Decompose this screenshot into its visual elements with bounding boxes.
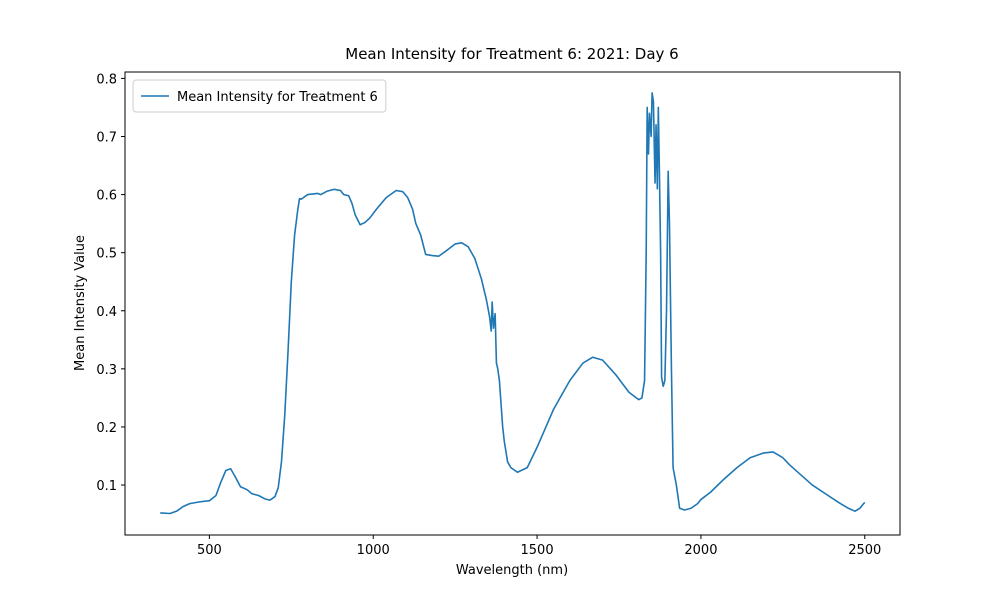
x-tick-label: 2500	[848, 543, 881, 558]
x-axis-label: Wavelength (nm)	[456, 563, 568, 578]
y-axis-label: Mean Intensity Value	[73, 235, 88, 371]
x-tick-label: 1500	[521, 543, 554, 558]
y-tick-label: 0.6	[96, 189, 117, 204]
legend-box	[132, 79, 387, 113]
legend-label: Mean Intensity for Treatment 6	[177, 90, 378, 105]
y-tick-label: 0.1	[96, 479, 117, 494]
y-tick-label: 0.8	[96, 72, 117, 87]
x-tick-label: 500	[197, 543, 222, 558]
y-tick-label: 0.7	[96, 130, 117, 145]
chart-title: Mean Intensity for Treatment 6: 2021: Da…	[345, 45, 678, 63]
x-tick-label: 1000	[357, 543, 390, 558]
y-tick-label: 0.2	[96, 421, 117, 436]
y-tick-label: 0.3	[96, 363, 117, 378]
y-tick-label: 0.5	[96, 247, 117, 262]
data-line	[160, 92, 866, 515]
plot-frame	[124, 71, 901, 536]
y-tick-label: 0.4	[96, 305, 117, 320]
x-tick-label: 2000	[684, 543, 717, 558]
